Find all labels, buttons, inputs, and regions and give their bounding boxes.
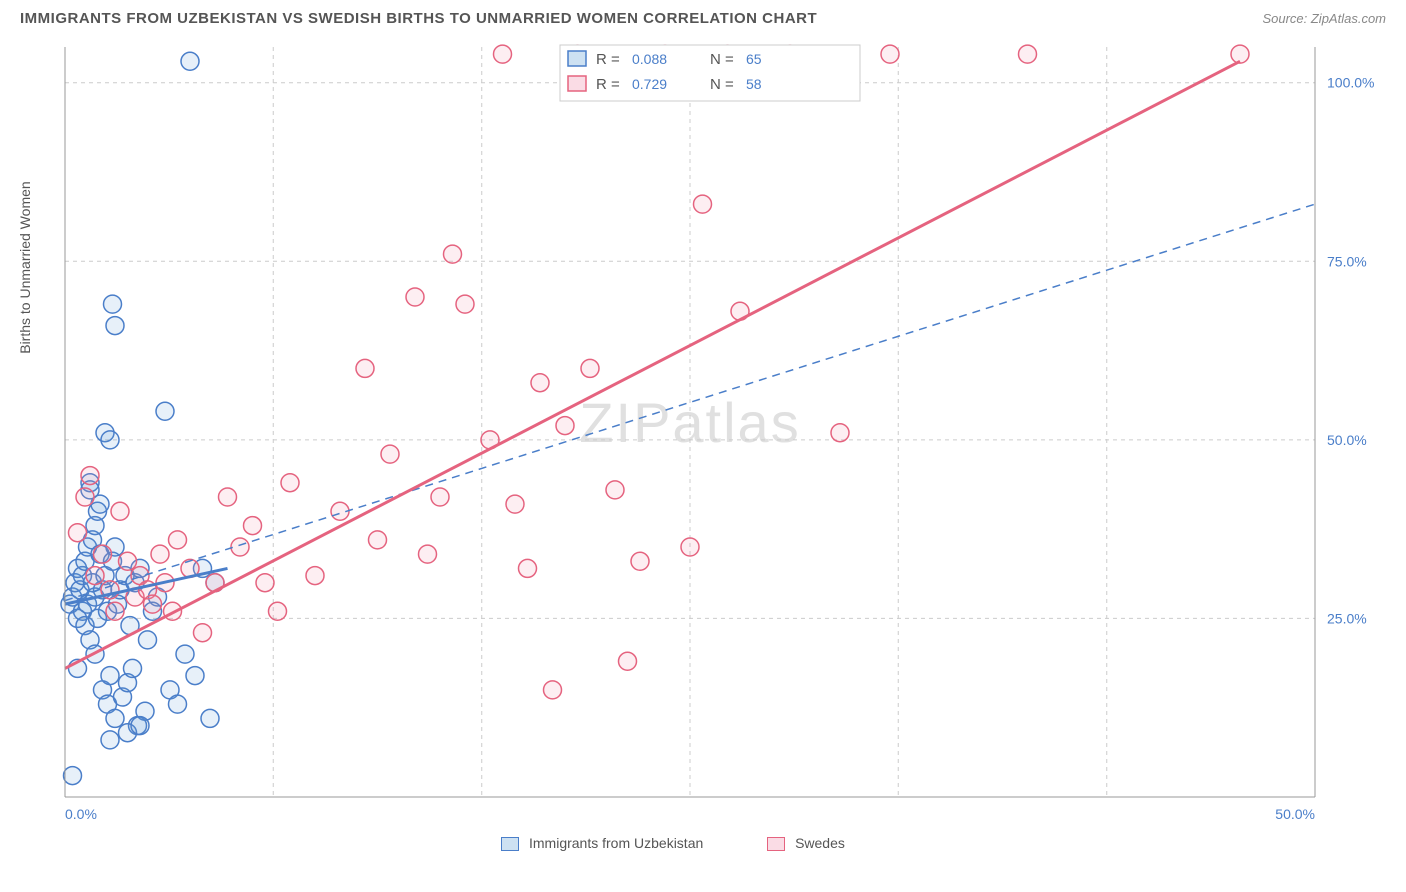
- chart-container: Births to Unmarried Women 25.0%50.0%75.0…: [55, 37, 1396, 827]
- legend-swatch-blue: [501, 837, 519, 851]
- svg-text:58: 58: [746, 76, 762, 92]
- svg-text:R =: R =: [596, 51, 620, 68]
- svg-text:0.0%: 0.0%: [65, 806, 97, 822]
- correlation-chart: 25.0% 50.0% 75.0% 100.0% ZIPatlas 0.0% 50.0% R …: [55, 37, 1385, 827]
- svg-text:25.0%: 25.0%: [1327, 610, 1367, 626]
- svg-text:N =: N =: [710, 51, 734, 68]
- svg-text:N =: N =: [710, 76, 734, 93]
- y-axis-label: Births to Unmarried Women: [17, 181, 33, 353]
- svg-text:65: 65: [746, 51, 762, 67]
- legend-label-blue: Immigrants from Uzbekistan: [529, 835, 703, 851]
- svg-text:100.0%: 100.0%: [1327, 75, 1374, 91]
- svg-text:50.0%: 50.0%: [1275, 806, 1315, 822]
- legend-swatch-pink: [767, 837, 785, 851]
- svg-text:75.0%: 75.0%: [1327, 253, 1367, 269]
- svg-text:50.0%: 50.0%: [1327, 432, 1367, 448]
- svg-text:0.088: 0.088: [632, 51, 667, 67]
- x-axis-legend: Immigrants from Uzbekistan Swedes: [10, 835, 1396, 851]
- legend-item-pink: Swedes: [767, 835, 875, 851]
- legend-item-blue: Immigrants from Uzbekistan: [501, 835, 737, 851]
- svg-text:ZIPatlas: ZIPatlas: [579, 391, 800, 454]
- source-label: Source: ZipAtlas.com: [1262, 11, 1386, 26]
- legend-label-pink: Swedes: [795, 835, 845, 851]
- chart-title: IMMIGRANTS FROM UZBEKISTAN VS SWEDISH BI…: [20, 10, 817, 27]
- svg-text:R =: R =: [596, 76, 620, 93]
- svg-text:0.729: 0.729: [632, 76, 667, 92]
